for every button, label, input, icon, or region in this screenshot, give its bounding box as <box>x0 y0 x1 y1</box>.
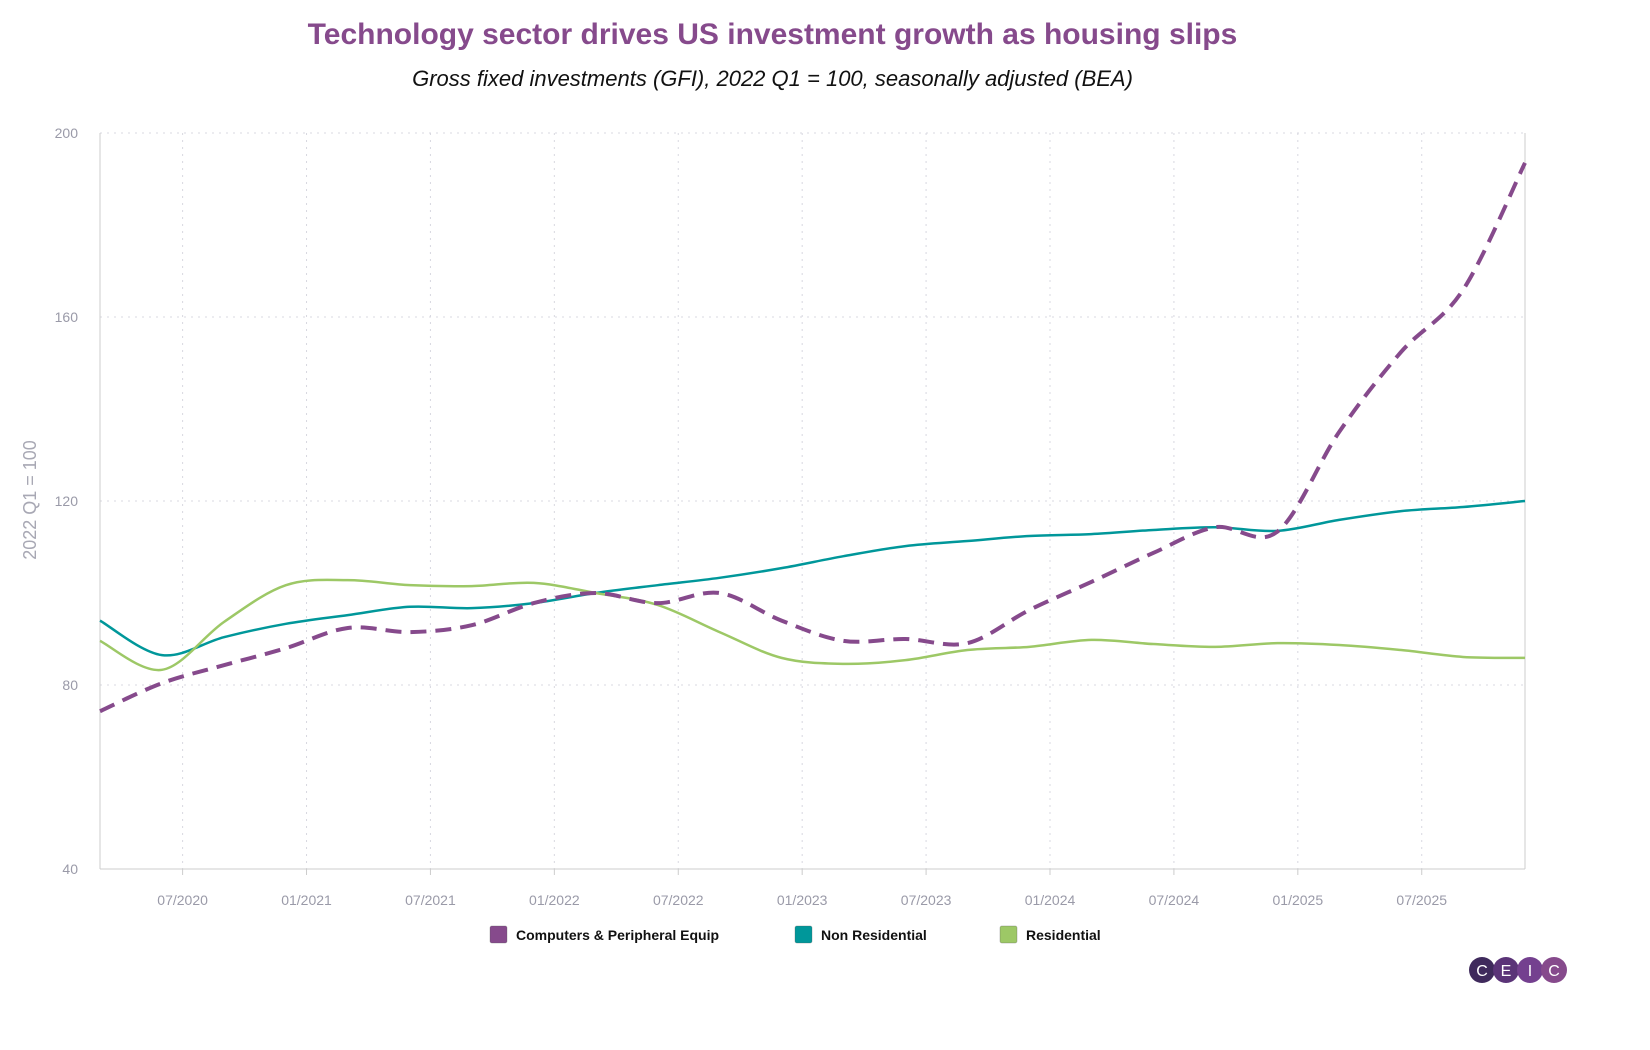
x-tick-label: 07/2022 <box>653 892 704 908</box>
chart-subtitle: Gross fixed investments (GFI), 2022 Q1 =… <box>412 66 1133 91</box>
y-tick-label: 200 <box>55 125 79 141</box>
x-tick-label: 07/2025 <box>1396 892 1447 908</box>
grid <box>100 132 1525 869</box>
legend-item[interactable]: Non Residential <box>821 927 927 943</box>
legend-swatch <box>794 925 813 944</box>
svg-text:I: I <box>1528 963 1532 980</box>
x-tick-label: 01/2024 <box>1025 892 1076 908</box>
legend: Computers & Peripheral Equip Non Resident… <box>489 925 1101 944</box>
y-tick-label: 80 <box>62 677 78 693</box>
chart-title: Technology sector drives US investment g… <box>307 18 1238 51</box>
svg-text:C: C <box>1476 963 1488 980</box>
x-tick-label: 01/2021 <box>281 892 332 908</box>
axes: 40 80 120 160 200 07/2020 01/2021 07/2021 01/202… <box>55 125 1526 908</box>
x-tick-label: 01/2022 <box>529 892 580 908</box>
y-tick-label: 40 <box>62 861 78 877</box>
series-line-residential <box>99 578 1526 672</box>
ceic-logo: C E I C <box>1469 957 1567 983</box>
series-line-non-residential <box>99 499 1526 657</box>
svg-text:E: E <box>1501 963 1512 980</box>
legend-swatch <box>489 925 508 944</box>
x-tick-label: 07/2021 <box>405 892 456 908</box>
y-tick-label: 120 <box>55 493 79 509</box>
legend-item[interactable]: Computers & Peripheral Equip <box>516 927 719 943</box>
legend-item[interactable]: Residential <box>1026 927 1101 943</box>
legend-swatch <box>999 925 1018 944</box>
x-tick-label: 07/2023 <box>901 892 952 908</box>
y-tick-label: 160 <box>55 309 79 325</box>
x-tick-label: 01/2025 <box>1273 892 1324 908</box>
x-tick-label: 07/2024 <box>1149 892 1200 908</box>
x-tick-label: 01/2023 <box>777 892 828 908</box>
y-axis-label: 2022 Q1 = 100 <box>20 440 40 560</box>
svg-text:C: C <box>1548 963 1560 980</box>
series-lines <box>99 162 1527 714</box>
series-line-computers-peripheral-equip <box>99 162 1527 714</box>
x-tick-label: 07/2020 <box>157 892 208 908</box>
